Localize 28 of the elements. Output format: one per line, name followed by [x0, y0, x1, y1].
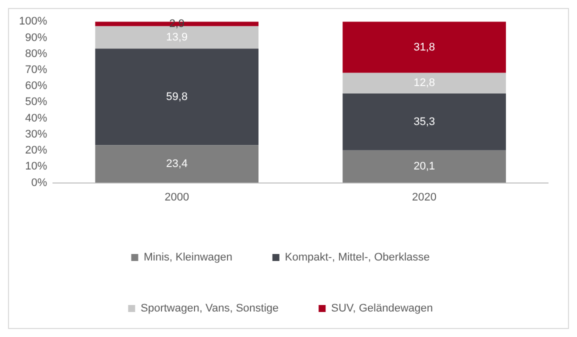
x-tick-label: 2020 [412, 191, 437, 204]
y-tick-label: 100% [18, 16, 48, 28]
data-label: 35,3 [414, 116, 435, 128]
data-label: 31,8 [414, 41, 435, 54]
bar [342, 150, 506, 183]
bar [342, 72, 506, 94]
bar [95, 145, 259, 183]
bar [342, 22, 506, 73]
bar [95, 48, 259, 146]
y-tick-label: 20% [25, 144, 48, 157]
data-label: 59,8 [166, 90, 188, 103]
legend-label: Kompakt-, Mittel-, Oberklasse [284, 252, 430, 264]
y-tick-label: 50% [25, 96, 48, 108]
data-label: 20,1 [414, 160, 435, 173]
legend-label: Minis, Kleinwagen [144, 252, 232, 264]
y-tick-label: 10% [25, 160, 48, 173]
y-tick-label: 40% [25, 112, 48, 124]
bar [342, 93, 506, 150]
legend-label: SUV, Geländewagen [331, 302, 433, 315]
data-label: 23,4 [166, 158, 188, 170]
y-tick-label: 70% [25, 64, 48, 76]
legend-label: Sportwagen, Vans, Sonstige [140, 302, 279, 315]
y-tick-label: 80% [25, 48, 48, 60]
x-tick-label: 2000 [164, 191, 190, 204]
y-tick-label: 0% [31, 176, 48, 189]
y-tick-label: 60% [25, 80, 48, 92]
y-tick-label: 90% [25, 32, 48, 44]
y-tick-label: 30% [25, 128, 48, 140]
